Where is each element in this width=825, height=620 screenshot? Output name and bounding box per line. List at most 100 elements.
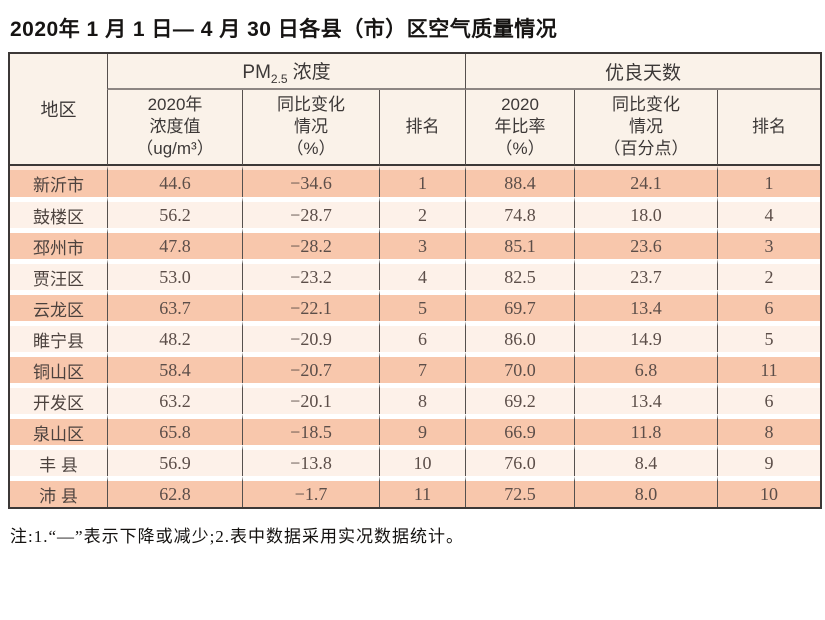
col-group-pm25: PM2.5 浓度 [107,54,466,90]
col-header-pm-change: 同比变化 情况 （%） [242,90,379,166]
pm25-label-prefix: PM [242,61,271,83]
cell-pm_change: −22.1 [242,290,379,321]
cell-pm_rank: 11 [379,476,466,507]
cell-region: 睢宁县 [10,321,107,352]
table-row: 沛 县 62.8 −1.7 11 72.5 8.0 10 [10,476,821,507]
footnote: 注:1.“—”表示下降或减少;2.表中数据采用实况数据统计。 [10,527,465,546]
cell-pm_change: −34.6 [242,166,379,197]
cell-ratio_change: 24.1 [574,166,718,197]
cell-rank: 2 [717,259,821,290]
air-quality-table: 地区 PM2.5 浓度 优良天数 2020年 浓度值 （ug/m³） 同比变化 情… [8,52,823,509]
cell-ratio_change: 23.7 [574,259,718,290]
cell-rank: 4 [717,197,821,228]
table-row: 开发区 63.2 −20.1 8 69.2 13.4 6 [10,383,821,414]
cell-pm_value: 53.0 [107,259,242,290]
pm25-label-suffix: 浓度 [292,61,331,83]
table-row: 铜山区 58.4 −20.7 7 70.0 6.8 11 [10,352,821,383]
col-header-ratio-change: 同比变化 情况 （百分点） [574,90,718,166]
cell-ratio: 69.2 [465,383,575,414]
col-group-good-days: 优良天数 [465,54,821,90]
cell-pm_change: −20.1 [242,383,379,414]
cell-ratio_change: 23.6 [574,228,718,259]
cell-region: 沛 县 [10,476,107,507]
cell-rank: 5 [717,321,821,352]
cell-pm_change: −23.2 [242,259,379,290]
col-header-region: 地区 [10,54,107,166]
col-header-ratio: 2020 年比率 （%） [465,90,575,166]
cell-pm_value: 62.8 [107,476,242,507]
table-row: 贾汪区 53.0 −23.2 4 82.5 23.7 2 [10,259,821,290]
cell-ratio_change: 13.4 [574,290,718,321]
cell-pm_change: −20.7 [242,352,379,383]
cell-pm_rank: 1 [379,166,466,197]
cell-ratio_change: 11.8 [574,414,718,445]
cell-region: 新沂市 [10,166,107,197]
cell-ratio_change: 6.8 [574,352,718,383]
cell-ratio: 69.7 [465,290,575,321]
cell-pm_value: 58.4 [107,352,242,383]
cell-region: 铜山区 [10,352,107,383]
cell-rank: 3 [717,228,821,259]
cell-pm_value: 56.2 [107,197,242,228]
cell-region: 丰 县 [10,445,107,476]
page-title: 2020年 1 月 1 日— 4 月 30 日各县（市）区空气质量情况 [10,18,558,41]
cell-pm_value: 47.8 [107,228,242,259]
cell-rank: 6 [717,290,821,321]
cell-pm_rank: 5 [379,290,466,321]
cell-pm_rank: 3 [379,228,466,259]
cell-pm_rank: 8 [379,383,466,414]
cell-ratio_change: 8.0 [574,476,718,507]
cell-pm_rank: 2 [379,197,466,228]
pm25-subscript: 2.5 [270,71,288,86]
cell-region: 泉山区 [10,414,107,445]
cell-ratio: 86.0 [465,321,575,352]
cell-region: 贾汪区 [10,259,107,290]
cell-ratio: 88.4 [465,166,575,197]
table-row: 泉山区 65.8 −18.5 9 66.9 11.8 8 [10,414,821,445]
cell-region: 开发区 [10,383,107,414]
cell-pm_change: −20.9 [242,321,379,352]
cell-pm_value: 63.2 [107,383,242,414]
cell-pm_rank: 6 [379,321,466,352]
col-header-pm-value: 2020年 浓度值 （ug/m³） [107,90,242,166]
cell-rank: 11 [717,352,821,383]
cell-ratio_change: 14.9 [574,321,718,352]
cell-pm_rank: 4 [379,259,466,290]
cell-region: 云龙区 [10,290,107,321]
cell-pm_rank: 7 [379,352,466,383]
cell-pm_change: −28.7 [242,197,379,228]
cell-rank: 8 [717,414,821,445]
cell-pm_change: −28.2 [242,228,379,259]
cell-ratio_change: 8.4 [574,445,718,476]
cell-ratio: 74.8 [465,197,575,228]
cell-ratio: 70.0 [465,352,575,383]
cell-ratio: 85.1 [465,228,575,259]
cell-pm_value: 63.7 [107,290,242,321]
cell-pm_change: −18.5 [242,414,379,445]
table-header: 地区 PM2.5 浓度 优良天数 2020年 浓度值 （ug/m³） 同比变化 情… [10,54,821,166]
cell-rank: 10 [717,476,821,507]
cell-pm_value: 44.6 [107,166,242,197]
col-header-rank: 排名 [717,90,821,166]
cell-pm_value: 65.8 [107,414,242,445]
cell-region: 鼓楼区 [10,197,107,228]
table-row: 新沂市 44.6 −34.6 1 88.4 24.1 1 [10,166,821,197]
cell-pm_rank: 9 [379,414,466,445]
cell-pm_value: 56.9 [107,445,242,476]
cell-rank: 6 [717,383,821,414]
col-header-pm-rank: 排名 [379,90,466,166]
cell-ratio_change: 13.4 [574,383,718,414]
table-row: 睢宁县 48.2 −20.9 6 86.0 14.9 5 [10,321,821,352]
cell-pm_change: −1.7 [242,476,379,507]
table-row: 丰 县 56.9 −13.8 10 76.0 8.4 9 [10,445,821,476]
table-row: 云龙区 63.7 −22.1 5 69.7 13.4 6 [10,290,821,321]
cell-region: 邳州市 [10,228,107,259]
table-row: 邳州市 47.8 −28.2 3 85.1 23.6 3 [10,228,821,259]
table-row: 鼓楼区 56.2 −28.7 2 74.8 18.0 4 [10,197,821,228]
table-body: 新沂市 44.6 −34.6 1 88.4 24.1 1 鼓楼区 56.2 −28.7 2 74.8 1… [10,166,821,507]
cell-ratio: 76.0 [465,445,575,476]
cell-ratio: 66.9 [465,414,575,445]
cell-ratio: 82.5 [465,259,575,290]
cell-rank: 9 [717,445,821,476]
